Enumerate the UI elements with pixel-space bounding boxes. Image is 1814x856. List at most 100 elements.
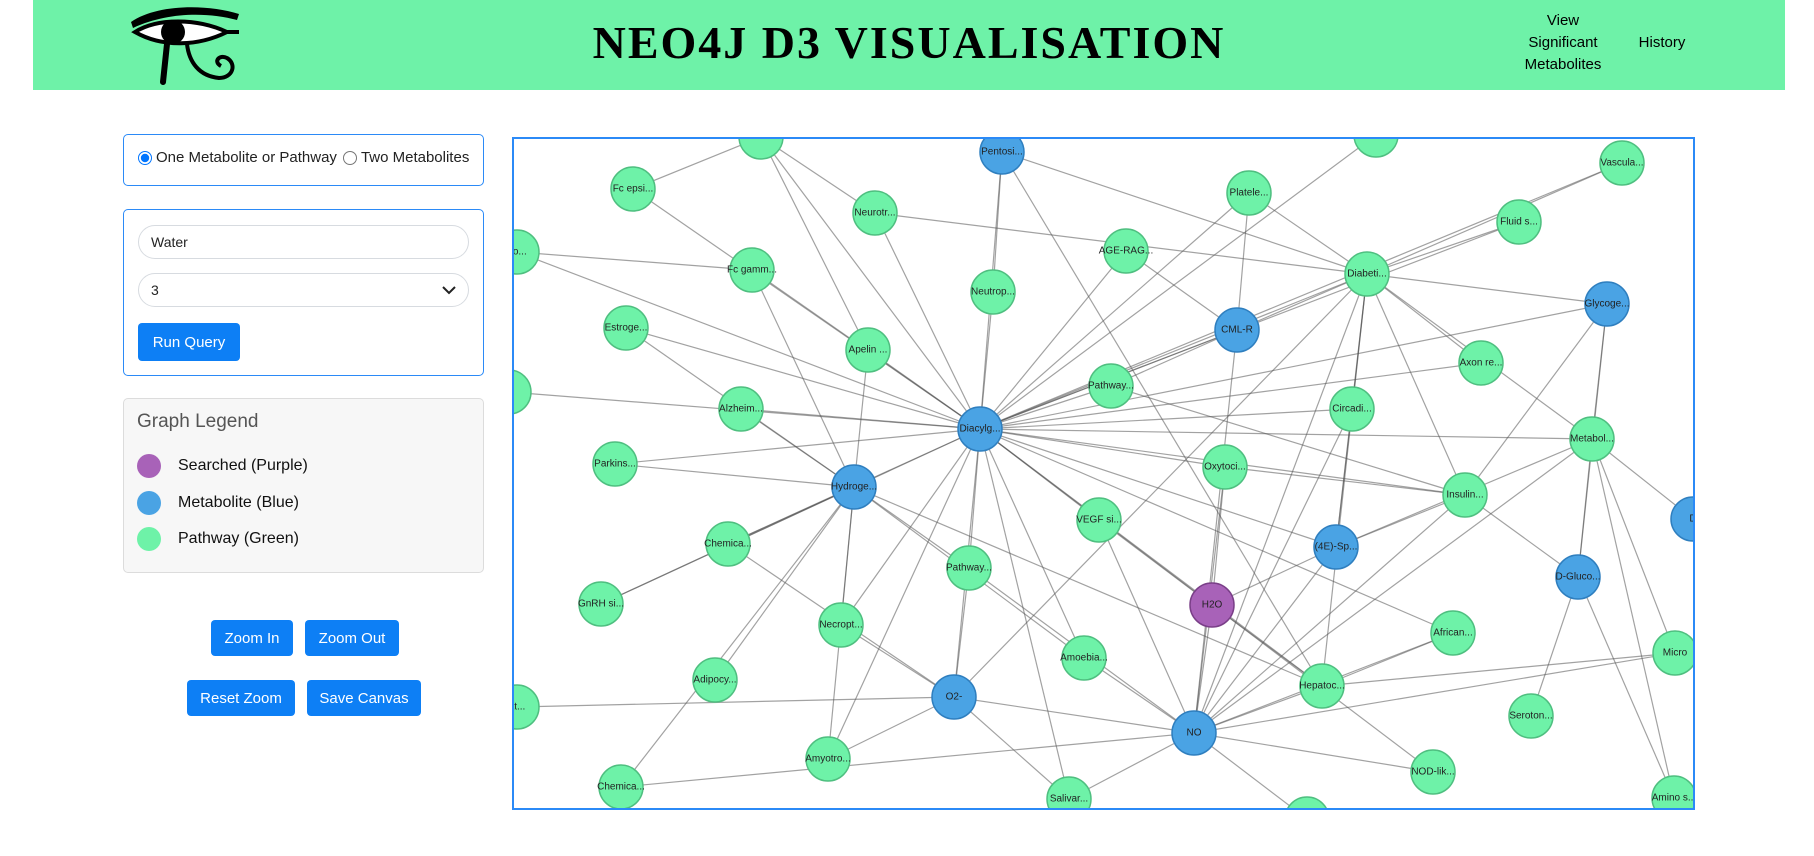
- depth-select[interactable]: 3: [138, 273, 469, 307]
- node-circle[interactable]: [1171, 710, 1217, 756]
- radio-one-metabolite-label[interactable]: One Metabolite or Pathway: [156, 149, 337, 166]
- node-circle[interactable]: [1584, 281, 1630, 327]
- node-circle[interactable]: [1496, 199, 1542, 245]
- node-circle[interactable]: [1344, 251, 1390, 297]
- node-circle[interactable]: [603, 305, 649, 351]
- graph-node-pathway[interactable]: [1285, 796, 1329, 808]
- node-circle[interactable]: [514, 369, 532, 415]
- node-circle[interactable]: [1076, 497, 1122, 543]
- node-circle[interactable]: [1226, 170, 1272, 216]
- node-circle[interactable]: [1458, 340, 1504, 386]
- graph-node-metabolite[interactable]: (4E)-Sp...: [1313, 524, 1359, 570]
- graph-node-metabolite[interactable]: D: [1670, 496, 1693, 542]
- search-input[interactable]: [138, 225, 469, 259]
- graph-node-metabolite[interactable]: Diacylg...: [957, 406, 1003, 452]
- graph-node-pathway[interactable]: Fc gamm...: [727, 247, 777, 293]
- graph-node-pathway[interactable]: GnRH si...: [578, 581, 624, 627]
- node-circle[interactable]: [970, 269, 1016, 315]
- node-circle[interactable]: [1103, 228, 1149, 274]
- reset-zoom-button[interactable]: Reset Zoom: [187, 680, 295, 716]
- node-circle[interactable]: [514, 229, 540, 275]
- node-circle[interactable]: [610, 166, 656, 212]
- node-circle[interactable]: [1088, 363, 1134, 409]
- node-circle[interactable]: [831, 464, 877, 510]
- zoom-in-button[interactable]: Zoom In: [211, 620, 293, 656]
- node-circle[interactable]: [1508, 693, 1554, 739]
- graph-node-pathway[interactable]: NOD-lik...: [1410, 749, 1456, 795]
- node-circle[interactable]: [1299, 663, 1345, 709]
- graph-node-metabolite[interactable]: Glycoge...: [1584, 281, 1630, 327]
- node-circle[interactable]: [1569, 416, 1615, 462]
- graph-node-pathway[interactable]: Pathway...: [1088, 363, 1134, 409]
- graph-node-pathway[interactable]: Circadi...: [1329, 386, 1375, 432]
- radio-two-metabolites-label[interactable]: Two Metabolites: [360, 149, 470, 166]
- graph-node-pathway[interactable]: [738, 139, 784, 160]
- zoom-out-button[interactable]: Zoom Out: [305, 620, 399, 656]
- node-circle[interactable]: [845, 327, 891, 373]
- save-canvas-button[interactable]: Save Canvas: [307, 680, 421, 716]
- node-circle[interactable]: [1410, 749, 1456, 795]
- node-circle[interactable]: [1651, 775, 1693, 808]
- graph-node-pathway[interactable]: Necropt...: [818, 602, 864, 648]
- node-circle[interactable]: [1353, 139, 1399, 158]
- graph-node-pathway[interactable]: Neutrop...: [970, 269, 1016, 315]
- node-circle[interactable]: [705, 521, 751, 567]
- graph-node-pathway[interactable]: Amino s...: [1651, 775, 1693, 808]
- graph-node-pathway[interactable]: Amoebia...: [1060, 635, 1108, 681]
- node-circle[interactable]: [946, 545, 992, 591]
- graph-node-pathway[interactable]: Fluid s...: [1496, 199, 1542, 245]
- graph-node-pathway[interactable]: Amyotro...: [805, 736, 851, 782]
- nav-view-significant-metabolites[interactable]: View Significant Metabolites: [1508, 10, 1618, 76]
- graph-node-pathway[interactable]: Estroge...: [603, 305, 649, 351]
- node-circle[interactable]: [805, 736, 851, 782]
- node-circle[interactable]: [1214, 307, 1260, 353]
- graph-node-pathway[interactable]: go...: [514, 229, 540, 275]
- node-circle[interactable]: [1329, 386, 1375, 432]
- graph-node-pathway[interactable]: AGE-RAG...: [1099, 228, 1153, 274]
- graph-node-pathway[interactable]: Oxytoci...: [1202, 444, 1248, 490]
- node-circle[interactable]: [1202, 444, 1248, 490]
- graph-node-metabolite[interactable]: NO: [1171, 710, 1217, 756]
- graph-node-pathway[interactable]: VEGF si...: [1076, 497, 1122, 543]
- run-query-button[interactable]: Run Query: [138, 323, 240, 361]
- graph-node-metabolite[interactable]: O2-: [931, 674, 977, 720]
- graph-node-pathway[interactable]: Chemica...: [597, 764, 645, 808]
- graph-node-pathway[interactable]: Fc epsi...: [610, 166, 656, 212]
- graph-node-metabolite[interactable]: CML-R: [1214, 307, 1260, 353]
- graph-node-pathway[interactable]: Seroton...: [1508, 693, 1554, 739]
- graph-node-pathway[interactable]: [1353, 139, 1399, 158]
- graph-node-pathway[interactable]: Platele...: [1226, 170, 1272, 216]
- node-circle[interactable]: [718, 386, 764, 432]
- node-circle[interactable]: [1652, 630, 1693, 676]
- graph-node-pathway[interactable]: Chemica...: [704, 521, 752, 567]
- node-circle[interactable]: [1555, 554, 1601, 600]
- node-circle[interactable]: [598, 764, 644, 808]
- graph-node-metabolite[interactable]: D-Gluco...: [1555, 554, 1601, 600]
- graph-node-pathway[interactable]: Apelin ...: [845, 327, 891, 373]
- graph-node-pathway[interactable]: Pathway...: [946, 545, 992, 591]
- node-circle[interactable]: [979, 139, 1025, 175]
- graph-node-metabolite[interactable]: Hydroge...: [831, 464, 877, 510]
- graph-node-pathway[interactable]: Salivar...: [1046, 776, 1092, 808]
- graph-node-pathway[interactable]: Diabeti...: [1344, 251, 1390, 297]
- node-circle[interactable]: [1313, 524, 1359, 570]
- node-circle[interactable]: [1599, 140, 1645, 186]
- graph-node-pathway[interactable]: Hepatoc...: [1299, 663, 1345, 709]
- node-circle[interactable]: [692, 657, 738, 703]
- graph-node-pathway[interactable]: Micro: [1652, 630, 1693, 676]
- graph-canvas[interactable]: H2O Diacylg... Hydroge... CML-R O2- NO (4E)-Sp…: [512, 137, 1695, 810]
- node-circle[interactable]: [1189, 582, 1235, 628]
- node-circle[interactable]: [578, 581, 624, 627]
- node-circle[interactable]: [1285, 796, 1329, 808]
- node-circle[interactable]: [738, 139, 784, 160]
- node-circle[interactable]: [852, 190, 898, 236]
- graph-node-pathway[interactable]: Vascula...: [1599, 140, 1645, 186]
- radio-one-metabolite[interactable]: [138, 150, 152, 165]
- node-circle[interactable]: [1046, 776, 1092, 808]
- node-circle[interactable]: [729, 247, 775, 293]
- graph-node-pathway[interactable]: at...: [514, 684, 540, 730]
- graph-node-pathway[interactable]: Adipocy...: [692, 657, 738, 703]
- graph-node-pathway[interactable]: Alzheim...: [718, 386, 764, 432]
- graph-node-pathway[interactable]: [514, 369, 532, 415]
- nav-history[interactable]: History: [1638, 34, 1686, 51]
